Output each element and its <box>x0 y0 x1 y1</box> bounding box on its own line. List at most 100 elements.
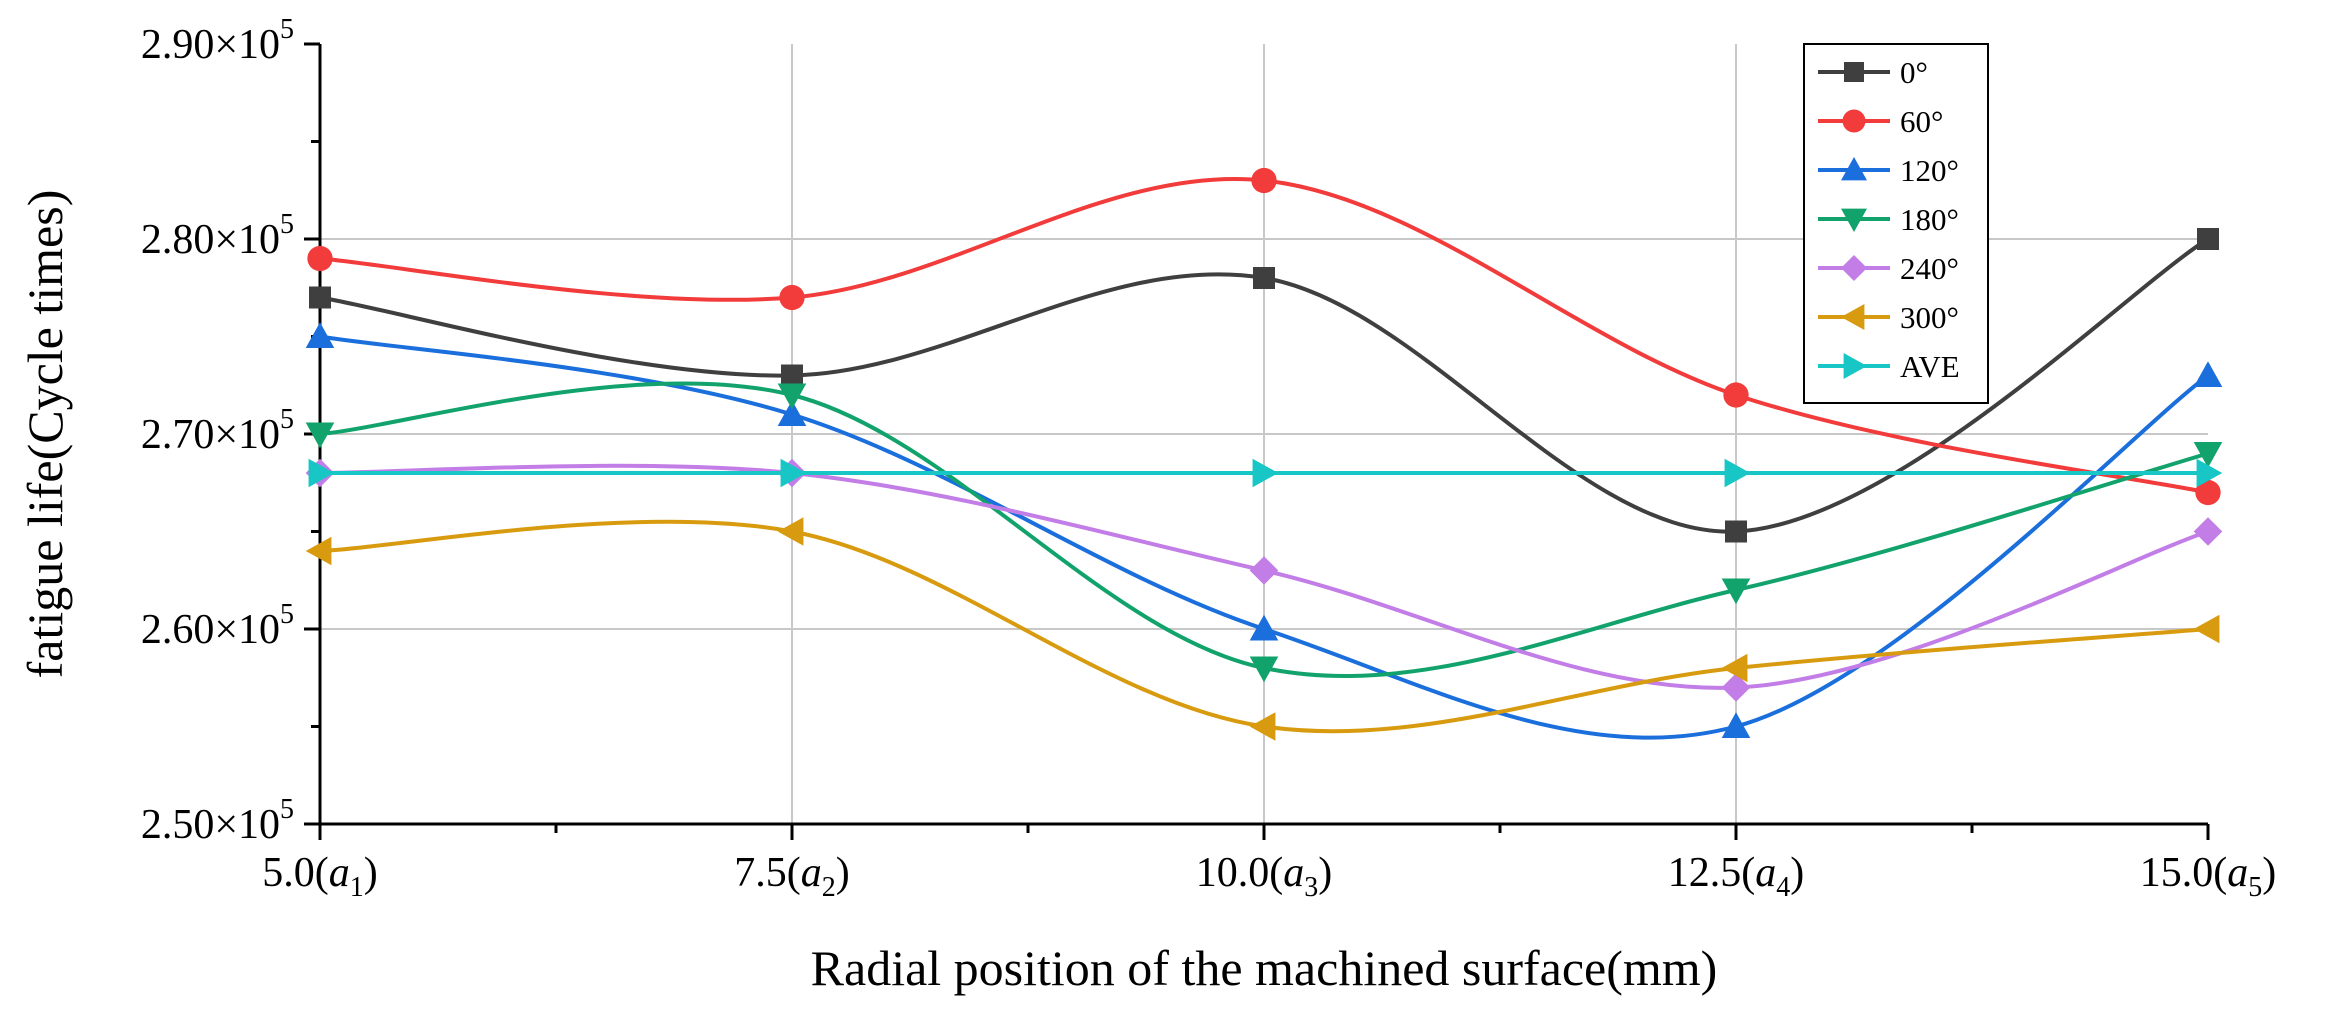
y-tick-exponent: 5 <box>280 404 294 435</box>
legend-marker <box>1841 255 1867 281</box>
x-tick-var: a <box>2227 850 2248 896</box>
legend-label: AVE <box>1900 349 1960 384</box>
x-tick-close: ) <box>364 850 378 896</box>
data-point <box>305 422 335 449</box>
x-tick-label: 12.5(a4) <box>1668 850 1805 903</box>
series-lines <box>305 167 2223 741</box>
legend-marker <box>1841 304 1865 330</box>
data-point <box>1723 382 1749 408</box>
x-tick-var: a <box>1283 850 1304 896</box>
series-300° <box>305 517 2220 741</box>
y-tick-exponent: 5 <box>280 209 294 240</box>
y-tick-mantissa: 2.90×10 <box>141 22 280 68</box>
data-point <box>1253 267 1275 289</box>
y-axis-title: fatigue life(Cycle times) <box>17 190 73 679</box>
legend-label: 180° <box>1900 202 1959 237</box>
data-point <box>1724 458 1751 488</box>
data-point <box>2193 442 2223 468</box>
legend-item: 180° <box>1818 202 1959 237</box>
legend-marker <box>1841 208 1867 232</box>
y-tick-label: 2.60×105 <box>141 599 294 653</box>
x-tick-sub: 1 <box>350 872 364 903</box>
y-tick-exponent: 5 <box>280 14 294 45</box>
legend-item: 120° <box>1818 153 1959 188</box>
y-tick-label: 2.80×105 <box>141 209 294 263</box>
data-point <box>305 322 335 348</box>
data-point <box>2195 479 2221 506</box>
legend-label: 120° <box>1900 153 1959 188</box>
series-180° <box>305 381 2223 683</box>
data-point <box>1721 712 1751 738</box>
y-tick-label: 2.90×105 <box>141 14 294 68</box>
x-tick-close: ) <box>1318 850 1332 896</box>
legend-marker <box>1843 353 1867 379</box>
x-tick-label: 7.5(a2) <box>734 850 850 903</box>
x-tick-label: 5.0(a1) <box>262 850 378 903</box>
legend-box <box>1803 43 1989 404</box>
data-point <box>1249 712 1276 741</box>
y-tick-exponent: 5 <box>280 794 294 825</box>
data-point <box>2193 517 2223 546</box>
x-tick-close: ) <box>1790 850 1804 896</box>
data-point <box>777 383 807 410</box>
data-point <box>1721 673 1751 702</box>
data-point <box>1251 167 1277 194</box>
x-tick-close: ) <box>836 850 850 896</box>
x-tick-num: 10.0( <box>1196 850 1284 896</box>
data-point <box>781 364 803 387</box>
data-point <box>2197 228 2219 250</box>
data-point <box>1721 578 1751 605</box>
data-point <box>1721 653 1748 683</box>
x-tick-sub: 4 <box>1776 872 1790 903</box>
series-line <box>319 334 2210 740</box>
data-point <box>2193 361 2223 387</box>
legend-item: 240° <box>1818 251 1959 286</box>
data-point <box>780 458 807 488</box>
data-point <box>309 286 331 309</box>
legend-marker <box>1841 157 1867 181</box>
legend-item: 300° <box>1818 300 1959 335</box>
data-point <box>1252 458 1279 488</box>
y-tick-mantissa: 2.70×10 <box>141 412 280 458</box>
x-tick-sub: 3 <box>1304 872 1318 903</box>
data-point <box>1725 520 1747 543</box>
y-tick-label: 2.50×105 <box>141 794 294 848</box>
data-point <box>305 536 332 566</box>
legend-label: 0° <box>1900 55 1928 90</box>
data-point <box>1249 614 1279 641</box>
legend-label: 300° <box>1900 300 1959 335</box>
data-point <box>779 284 805 311</box>
data-point <box>2196 458 2223 488</box>
legend-item: 0° <box>1818 55 1928 90</box>
data-point <box>308 458 335 488</box>
x-tick-sub: 5 <box>2248 872 2262 903</box>
x-tick-var: a <box>801 850 822 896</box>
legend-item: 60° <box>1818 104 1943 139</box>
x-tick-num: 7.5( <box>734 850 801 896</box>
data-point <box>777 517 804 546</box>
x-tick-close: ) <box>2262 850 2276 896</box>
legend-label: 60° <box>1900 104 1943 139</box>
data-point <box>2193 614 2220 644</box>
legend-item: AVE <box>1818 349 1960 384</box>
series-AVE <box>308 458 2223 488</box>
y-tick-exponent: 5 <box>280 599 294 630</box>
data-point <box>1249 656 1279 683</box>
tick-labels: 2.50×1052.60×1052.70×1052.80×1052.90×105… <box>141 14 2276 903</box>
legend: 0° 60° 120° 180° 240° 300° AVE <box>1803 43 1989 404</box>
legend-marker <box>1842 109 1866 133</box>
data-point <box>1249 556 1279 585</box>
x-tick-num: 12.5( <box>1668 850 1756 896</box>
x-tick-label: 10.0(a3) <box>1196 850 1333 903</box>
x-tick-var: a <box>329 850 350 896</box>
legend-marker <box>1844 62 1864 82</box>
x-tick-var: a <box>1755 850 1776 896</box>
series-line <box>319 237 2210 534</box>
x-tick-num: 5.0( <box>262 850 329 896</box>
data-point <box>777 400 807 426</box>
x-tick-sub: 2 <box>822 872 836 903</box>
legend-label: 240° <box>1900 251 1959 286</box>
data-point <box>307 245 333 272</box>
x-tick-num: 15.0( <box>2140 850 2228 896</box>
